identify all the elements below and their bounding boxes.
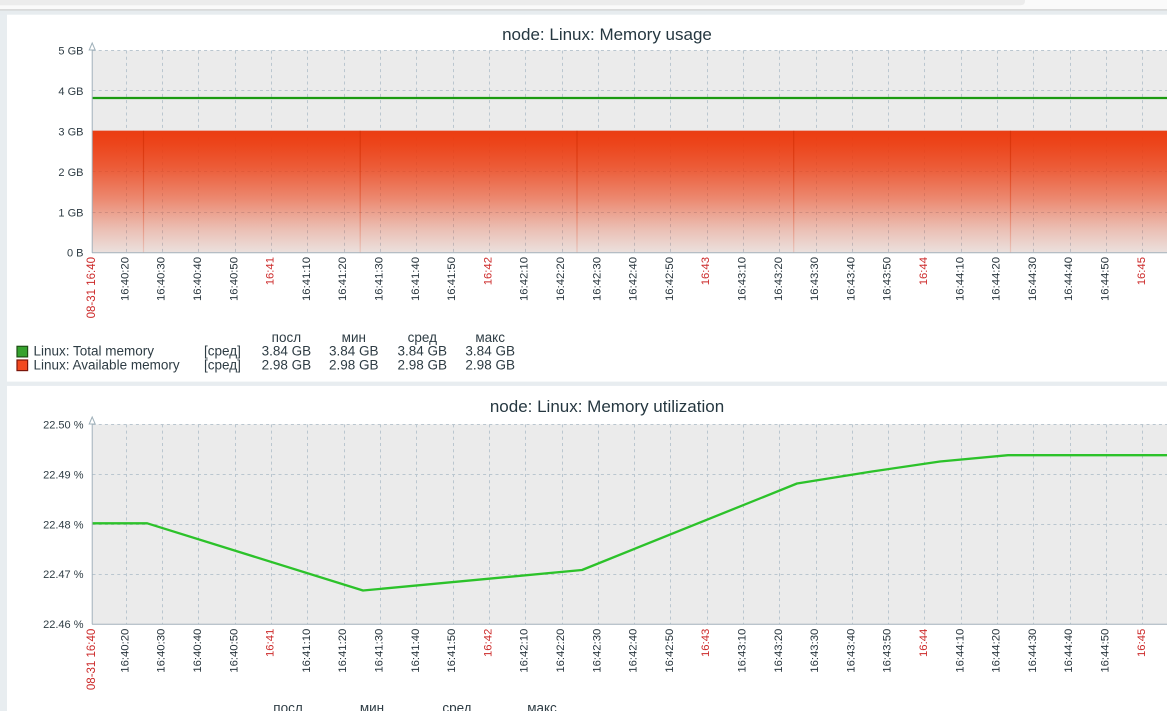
svg-text:2.98 GB: 2.98 GB — [262, 357, 312, 372]
svg-text:16:44:10: 16:44:10 — [954, 257, 966, 301]
svg-text:мин: мин — [360, 701, 384, 711]
svg-text:16:42:10: 16:42:10 — [519, 629, 531, 673]
svg-text:2.98 GB: 2.98 GB — [398, 357, 448, 372]
svg-text:16:44:30: 16:44:30 — [1027, 257, 1039, 301]
svg-text:16:41: 16:41 — [265, 257, 277, 285]
svg-text:16:40:30: 16:40:30 — [156, 629, 168, 673]
svg-text:16:42: 16:42 — [482, 629, 494, 657]
svg-text:16:42:40: 16:42:40 — [628, 629, 640, 673]
svg-text:16:41:30: 16:41:30 — [374, 257, 386, 301]
svg-text:Linux: Total memory: Linux: Total memory — [34, 343, 155, 358]
svg-text:16:45: 16:45 — [1136, 257, 1148, 285]
svg-text:посл: посл — [273, 701, 302, 711]
svg-text:16:40:50: 16:40:50 — [228, 257, 240, 301]
svg-text:16:41:20: 16:41:20 — [337, 629, 349, 673]
svg-text:16:43:20: 16:43:20 — [773, 257, 785, 301]
svg-text:Linux: Available memory: Linux: Available memory — [34, 357, 180, 372]
svg-text:16:43:40: 16:43:40 — [845, 629, 857, 673]
svg-text:16:41:40: 16:41:40 — [410, 629, 422, 673]
svg-text:16:42:50: 16:42:50 — [664, 629, 676, 673]
svg-text:0 B: 0 B — [67, 248, 84, 260]
svg-text:2.98 GB: 2.98 GB — [329, 357, 379, 372]
svg-text:16:41:50: 16:41:50 — [446, 257, 458, 301]
svg-text:мин: мин — [342, 330, 366, 345]
svg-text:16:40:20: 16:40:20 — [119, 257, 131, 301]
svg-text:22.50 %: 22.50 % — [43, 419, 84, 431]
svg-text:16:40:30: 16:40:30 — [156, 257, 168, 301]
svg-text:16:44: 16:44 — [918, 257, 930, 285]
svg-text:макс: макс — [475, 330, 505, 345]
svg-text:16:42:30: 16:42:30 — [591, 629, 603, 673]
svg-text:посл: посл — [272, 330, 301, 345]
svg-text:08-31 16:40: 08-31 16:40 — [86, 257, 98, 318]
svg-text:2.98 GB: 2.98 GB — [465, 357, 515, 372]
svg-text:16:43:30: 16:43:30 — [809, 629, 821, 673]
svg-text:node: Linux: Memory utilizatio: node: Linux: Memory utilization — [490, 397, 724, 416]
svg-text:22.48 %: 22.48 % — [43, 519, 84, 531]
svg-text:16:42:20: 16:42:20 — [555, 257, 567, 301]
svg-text:2 GB: 2 GB — [58, 167, 83, 179]
svg-text:node: Linux: Memory usage: node: Linux: Memory usage — [502, 25, 712, 44]
svg-text:16:40:20: 16:40:20 — [119, 629, 131, 673]
svg-text:16:44:20: 16:44:20 — [991, 257, 1003, 301]
svg-text:16:41:10: 16:41:10 — [301, 257, 313, 301]
svg-text:16:44:30: 16:44:30 — [1027, 629, 1039, 673]
svg-text:22.49 %: 22.49 % — [43, 469, 84, 481]
svg-text:3 GB: 3 GB — [58, 126, 83, 138]
svg-text:4 GB: 4 GB — [58, 86, 83, 98]
svg-text:16:41:40: 16:41:40 — [410, 257, 422, 301]
svg-text:16:43:50: 16:43:50 — [882, 629, 894, 673]
svg-text:16:43:40: 16:43:40 — [845, 257, 857, 301]
svg-text:16:44:40: 16:44:40 — [1063, 257, 1075, 301]
svg-text:сред: сред — [442, 701, 471, 711]
svg-text:16:41: 16:41 — [265, 629, 277, 657]
svg-text:16:42:40: 16:42:40 — [628, 257, 640, 301]
svg-text:16:41:20: 16:41:20 — [337, 257, 349, 301]
svg-text:16:40:40: 16:40:40 — [192, 629, 204, 673]
svg-text:1 GB: 1 GB — [58, 207, 83, 219]
svg-text:22.46 %: 22.46 % — [43, 619, 84, 631]
svg-text:16:44:20: 16:44:20 — [991, 629, 1003, 673]
svg-text:3.84 GB: 3.84 GB — [398, 343, 448, 358]
svg-text:16:40:40: 16:40:40 — [192, 257, 204, 301]
svg-text:16:42:10: 16:42:10 — [519, 257, 531, 301]
svg-text:3.84 GB: 3.84 GB — [465, 343, 515, 358]
svg-text:16:43:50: 16:43:50 — [882, 257, 894, 301]
svg-text:08-31 16:40: 08-31 16:40 — [86, 629, 98, 690]
svg-text:16:44:10: 16:44:10 — [954, 629, 966, 673]
svg-text:макс: макс — [527, 701, 557, 711]
svg-text:16:42:20: 16:42:20 — [555, 629, 567, 673]
svg-text:16:41:50: 16:41:50 — [446, 629, 458, 673]
svg-text:16:43: 16:43 — [700, 629, 712, 657]
svg-text:16:42:50: 16:42:50 — [664, 257, 676, 301]
svg-text:16:43:10: 16:43:10 — [737, 257, 749, 301]
svg-text:16:44:50: 16:44:50 — [1100, 257, 1112, 301]
svg-text:16:42: 16:42 — [482, 257, 494, 285]
svg-text:16:44:50: 16:44:50 — [1100, 629, 1112, 673]
svg-text:16:43: 16:43 — [700, 257, 712, 285]
svg-text:сред: сред — [408, 330, 437, 345]
svg-text:16:44:40: 16:44:40 — [1063, 629, 1075, 673]
svg-text:5 GB: 5 GB — [58, 46, 83, 58]
svg-text:3.84 GB: 3.84 GB — [262, 343, 312, 358]
svg-text:16:44: 16:44 — [918, 629, 930, 657]
svg-text:16:41:30: 16:41:30 — [374, 629, 386, 673]
svg-text:16:42:30: 16:42:30 — [591, 257, 603, 301]
svg-text:16:43:20: 16:43:20 — [773, 629, 785, 673]
svg-text:16:45: 16:45 — [1136, 629, 1148, 657]
svg-text:[сред]: [сред] — [204, 343, 241, 358]
svg-text:16:43:30: 16:43:30 — [809, 257, 821, 301]
svg-text:16:40:50: 16:40:50 — [228, 629, 240, 673]
svg-text:3.84 GB: 3.84 GB — [329, 343, 379, 358]
svg-text:[сред]: [сред] — [204, 357, 241, 372]
svg-text:16:43:10: 16:43:10 — [737, 629, 749, 673]
svg-text:16:41:10: 16:41:10 — [301, 629, 313, 673]
svg-text:22.47 %: 22.47 % — [43, 569, 84, 581]
